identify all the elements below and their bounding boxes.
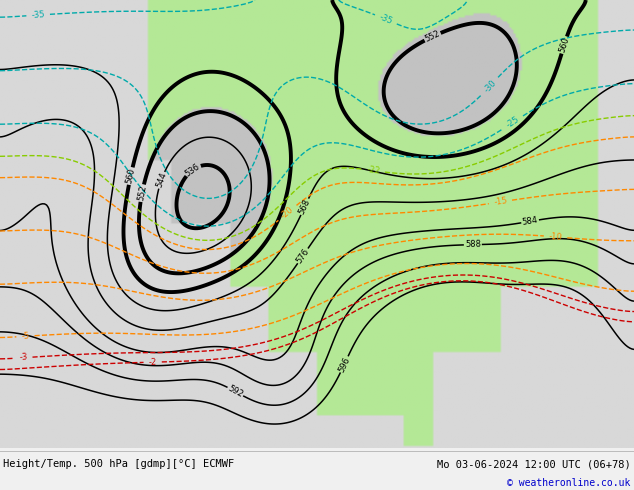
Text: 568: 568 — [297, 197, 312, 216]
Text: 552: 552 — [424, 29, 442, 44]
Text: 544: 544 — [155, 171, 168, 189]
Text: -30: -30 — [482, 78, 498, 94]
Text: © weatheronline.co.uk: © weatheronline.co.uk — [507, 477, 631, 488]
Text: 560: 560 — [557, 36, 571, 54]
Text: -15: -15 — [493, 196, 508, 207]
Text: -5: -5 — [21, 332, 30, 341]
Text: -35: -35 — [31, 10, 45, 20]
Text: Height/Temp. 500 hPa [gdmp][°C] ECMWF: Height/Temp. 500 hPa [gdmp][°C] ECMWF — [3, 459, 235, 469]
Text: 584: 584 — [522, 216, 539, 227]
Text: Mo 03-06-2024 12:00 UTC (06+78): Mo 03-06-2024 12:00 UTC (06+78) — [437, 459, 631, 469]
Text: 560: 560 — [125, 168, 137, 185]
Text: -3: -3 — [19, 353, 28, 363]
Text: -20: -20 — [280, 205, 295, 221]
Text: -25: -25 — [505, 115, 521, 130]
Text: 552: 552 — [136, 185, 148, 202]
Text: -35: -35 — [378, 13, 394, 26]
Text: 596: 596 — [337, 355, 352, 373]
Text: -2: -2 — [148, 358, 157, 367]
Text: 576: 576 — [295, 247, 311, 265]
Text: 536: 536 — [184, 162, 202, 178]
Text: 588: 588 — [465, 240, 481, 249]
Text: 592: 592 — [226, 384, 245, 399]
Text: -10: -10 — [548, 232, 562, 242]
Text: -22: -22 — [366, 165, 380, 176]
